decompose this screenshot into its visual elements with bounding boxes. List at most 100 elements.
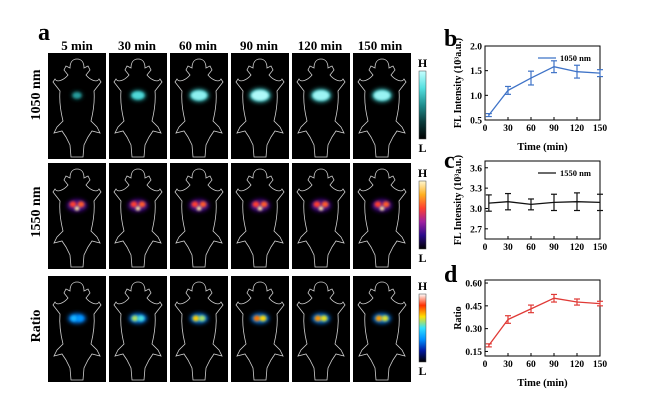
y-tick-label: 0.30 [465,325,482,335]
colorbar-high-label: H [418,56,428,70]
mouse-image [292,53,350,159]
y-tick-label: 3.0 [470,205,482,215]
colorbar-gradient [418,293,427,363]
image-background [170,53,228,159]
mouse-image [109,276,167,382]
signal-core [382,201,390,208]
x-tick-label: 120 [570,243,585,253]
fluorescence-signal [312,313,330,324]
image-background [48,163,106,269]
mouse-image [170,163,228,269]
y-tick-label: 0.45 [465,302,482,312]
x-tick-label: 150 [593,124,608,134]
image-background [231,276,289,382]
mouse-image [48,163,106,269]
time-label: 150 min [358,38,403,53]
fluorescence-signal [189,199,209,212]
fluorescence-signal [128,199,148,212]
image-background [109,163,167,269]
chart-d: 0 30 60 90 120 150 0.15 0.30 0.45 0.60 Time (min) R… [453,279,607,389]
panel-label-a: a [38,20,50,46]
mouse-outline [357,58,407,158]
image-background [231,163,289,269]
colorbar: HL [418,56,428,155]
signal-peak [379,206,385,211]
fluorescence-signal [130,90,146,101]
fluorescence-signal [71,91,83,100]
image-background [170,276,228,382]
y-tick-label: 2.0 [470,43,482,53]
mouse-outline [296,281,346,381]
y-axis-label: FL Intensity (10³a.u.) [453,38,464,128]
series-line [488,66,601,116]
legend: 1550 nm [538,168,591,178]
fluorescence-signal [249,88,271,103]
mouse-outline [52,168,102,268]
time-label: 5 min [61,38,93,53]
signal-core [137,315,145,322]
colorbar: HL [418,166,428,265]
plot-frame [484,45,601,121]
mouse-image [170,276,228,382]
fluorescence-signal [371,88,393,102]
y-axis-label: FL Intensity (10³a.u.) [453,155,464,245]
fluorescence-signal [373,313,391,324]
x-tick-label: 90 [549,124,559,134]
signal-core [381,315,389,322]
colorbar-low-label: L [418,251,426,265]
image-background [292,163,350,269]
series [485,192,603,212]
signal-core [130,201,138,208]
signal-peak [257,206,263,211]
signal-core [131,91,145,100]
panel-label-b: b [444,26,457,52]
mouse-image [109,163,167,269]
fluorescence-signal [251,313,269,324]
chart-c: 0 30 60 90 120 150 2.7 3.0 3.3 3.6 FL Intensity (1… [453,155,607,253]
y-tick-label: 0.15 [465,348,482,358]
x-tick-label: 60 [526,243,536,253]
y-tick-label: 0.60 [465,280,482,290]
image-background [109,276,167,382]
signal-core [69,201,77,208]
mouse-outline [113,168,163,268]
signal-core [252,201,260,208]
image-background [170,163,228,269]
mouse-outline [235,168,285,268]
row-label-1550: 1550 nm [29,186,44,237]
image-background [231,53,289,159]
fluorescence-signal [129,313,147,324]
x-axis-label: Time (min) [517,142,568,153]
signal-core [191,90,207,101]
colorbar-low-label: L [418,141,426,155]
image-background [48,276,106,382]
mouse-image [48,276,106,382]
y-tick-label: 3.3 [470,185,482,195]
signal-core [374,201,382,208]
mouse-outline [174,168,224,268]
fluorescence-signal [310,88,332,103]
colorbar: HL [418,279,428,378]
image-background [353,163,411,269]
row-label-ratio: Ratio [29,310,44,343]
signal-core [138,201,146,208]
signal-core [131,315,139,322]
signal-core [70,315,78,322]
mouse-image [292,163,350,269]
x-tick-label: 120 [570,360,585,370]
image-background [353,276,411,382]
x-tick-label: 150 [593,243,608,253]
image-background [292,276,350,382]
x-tick-label: 90 [549,243,559,253]
colorbar-gradient [418,70,427,140]
signal-core [251,90,269,101]
signal-peak [318,206,324,211]
panel-label-d: d [444,262,458,288]
signal-core [192,315,200,322]
legend-label: 1550 nm [560,168,591,178]
mouse-outline [52,58,102,158]
x-tick-label: 60 [526,124,536,134]
signal-core [199,201,207,208]
y-tick-label: 1.5 [470,67,482,77]
